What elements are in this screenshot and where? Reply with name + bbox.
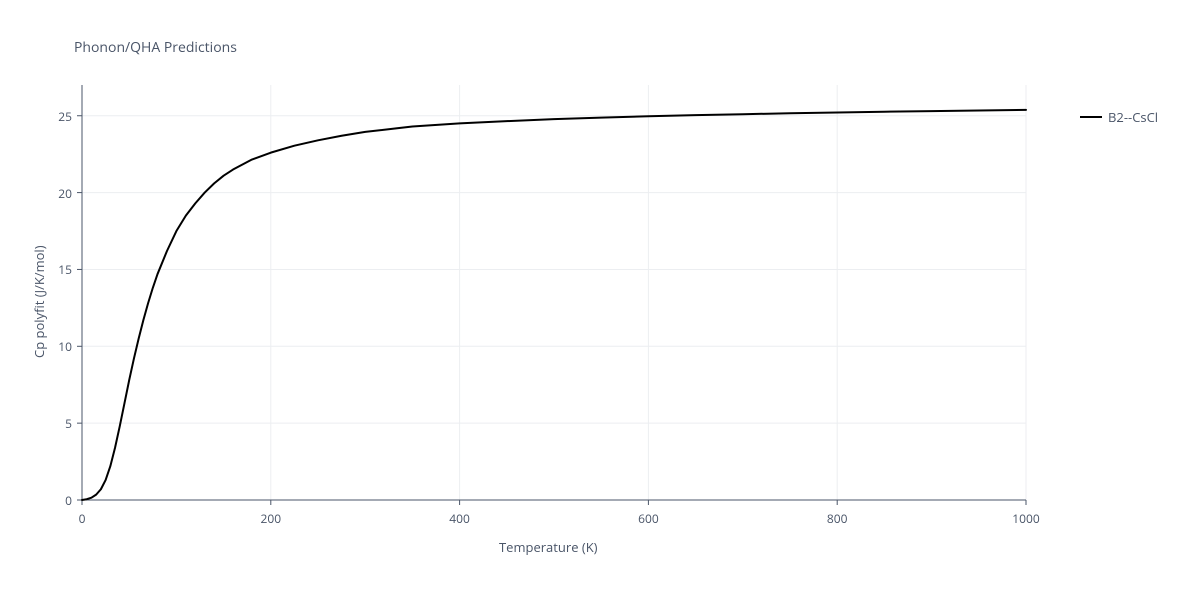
- y-tick-label: 15: [42, 261, 72, 278]
- y-tick-label: 25: [42, 108, 72, 125]
- x-tick-label: 600: [633, 510, 663, 527]
- x-tick-label: 800: [822, 510, 852, 527]
- y-tick-label: 10: [42, 338, 72, 355]
- legend-series-label: B2--CsCl: [1108, 108, 1158, 126]
- legend-series-line: [1080, 116, 1102, 118]
- legend: B2--CsCl: [1080, 108, 1158, 126]
- x-tick-label: 200: [256, 510, 286, 527]
- x-tick-label: 1000: [1011, 510, 1041, 527]
- y-tick-label: 5: [42, 415, 72, 432]
- x-tick-label: 0: [67, 510, 97, 527]
- y-tick-label: 0: [42, 492, 72, 509]
- x-tick-label: 400: [445, 510, 475, 527]
- series-line: [82, 110, 1026, 500]
- y-tick-label: 20: [42, 185, 72, 202]
